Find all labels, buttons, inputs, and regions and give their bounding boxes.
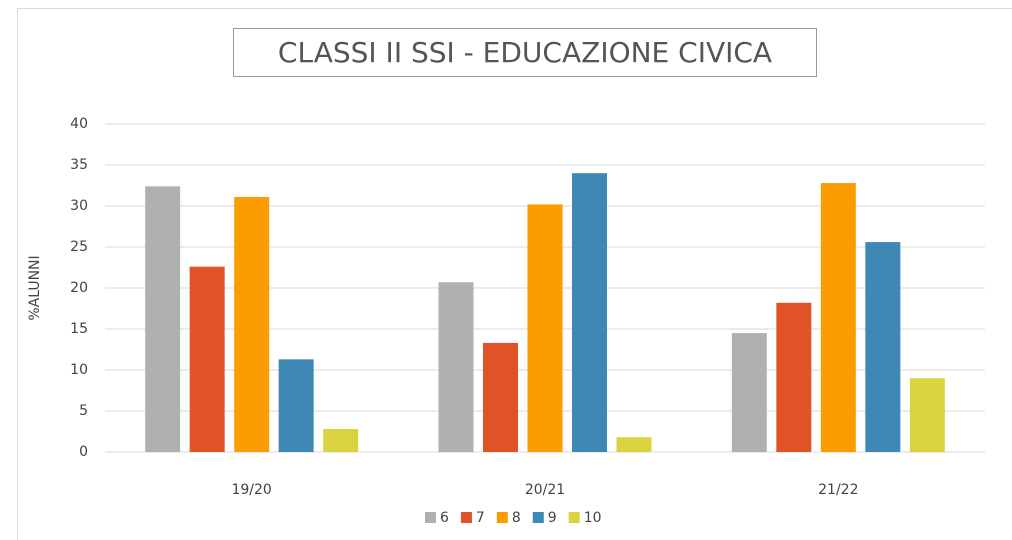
- legend-label: 8: [512, 510, 521, 526]
- legend-label: 9: [548, 510, 557, 526]
- bar: [865, 242, 901, 452]
- bar: [527, 204, 563, 452]
- bar: [438, 282, 474, 452]
- y-tick-label: 30: [70, 198, 88, 214]
- bar: [278, 359, 314, 452]
- x-tick-label: 20/21: [525, 482, 565, 498]
- bar: [909, 378, 945, 452]
- legend-swatch: [568, 512, 580, 523]
- y-tick-label: 15: [70, 321, 88, 337]
- bar: [616, 437, 652, 452]
- bar: [323, 429, 359, 452]
- bar: [820, 183, 856, 453]
- x-tick-label: 21/22: [818, 482, 858, 498]
- x-tick-label: 19/20: [231, 482, 271, 498]
- y-tick-label: 40: [70, 116, 88, 132]
- bar: [234, 196, 270, 452]
- legend-label: 6: [440, 510, 449, 526]
- legend-swatch: [425, 512, 436, 523]
- bar: [189, 266, 225, 452]
- bar: [776, 302, 812, 452]
- legend-swatch: [460, 512, 472, 523]
- legend-swatch: [496, 512, 508, 523]
- legend-label: 10: [584, 510, 602, 526]
- y-axis-title: %ALUNNI: [27, 255, 43, 320]
- bar: [572, 173, 607, 452]
- y-tick-label: 35: [70, 157, 88, 173]
- bar: [483, 342, 518, 452]
- y-tick-label: 5: [79, 403, 88, 419]
- chart-title: CLASSI II SSI - EDUCAZIONE CIVICA: [278, 36, 772, 69]
- title-box: [233, 28, 817, 77]
- legend-swatch: [532, 512, 544, 523]
- y-tick-label: 10: [70, 362, 88, 378]
- y-tick-label: 25: [70, 239, 88, 255]
- y-tick-label: 0: [79, 444, 88, 460]
- bar: [145, 186, 181, 452]
- legend-label: 7: [476, 510, 485, 526]
- bar: [731, 333, 767, 452]
- y-tick-label: 20: [70, 280, 88, 296]
